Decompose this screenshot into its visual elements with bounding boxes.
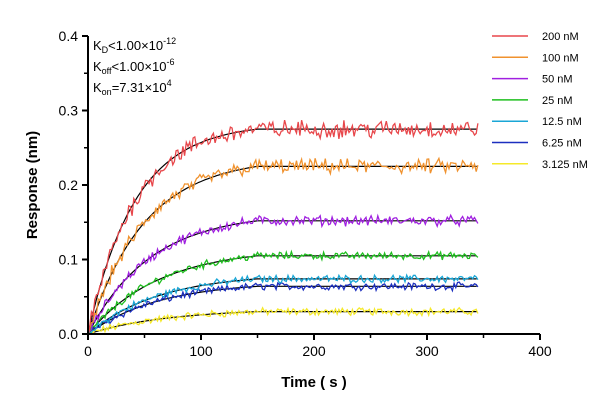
data-series [87, 119, 479, 335]
series-line-200-nm [87, 119, 479, 335]
y-tick-label: 0.2 [59, 177, 79, 193]
series-line-3-125-nm [87, 306, 479, 335]
y-axis-title: Response (nm) [24, 131, 41, 239]
series-line-6-25-nm [87, 281, 479, 335]
y-axis-ticks: 0.0 0.1 0.2 0.3 0.4 [59, 28, 88, 342]
fit-curve [87, 278, 477, 335]
legend-label: 25 nM [542, 95, 573, 107]
kinetic-annotations: KD<1.00×10-12 Koff<1.00×10-6 Kon=7.31×10… [93, 36, 176, 97]
series-line-50-nm [87, 213, 479, 335]
koff-annotation: Koff<1.00×10-6 [93, 57, 174, 76]
legend: 200 nM 100 nM 50 nM 25 nM 12.5 nM 6.25 nM 3.12… [492, 31, 588, 171]
series-line-25-nm [87, 249, 479, 335]
legend-label: 3.125 nM [542, 159, 588, 171]
y-tick-label: 0.0 [59, 326, 79, 342]
fit-curve [87, 165, 477, 335]
x-tick-label: 300 [415, 343, 439, 359]
fit-curve [87, 220, 477, 335]
y-tick-label: 0.1 [59, 252, 79, 268]
legend-label: 50 nM [542, 74, 573, 86]
x-tick-label: 400 [528, 343, 552, 359]
series-line-100-nm [87, 156, 479, 335]
x-axis-ticks: 0 100 200 300 400 [84, 334, 552, 359]
legend-label: 100 nM [542, 52, 579, 64]
y-tick-label: 0.3 [59, 103, 79, 119]
fit-curve [87, 311, 477, 335]
kon-annotation: Kon=7.31×104 [93, 78, 172, 97]
kd-annotation: KD<1.00×10-12 [93, 36, 176, 55]
plot-area [87, 119, 479, 335]
x-tick-label: 100 [189, 343, 213, 359]
legend-label: 12.5 nM [542, 116, 582, 128]
fit-curve [87, 255, 477, 335]
legend-label: 6.25 nM [542, 138, 582, 150]
x-tick-label: 0 [84, 343, 92, 359]
legend-label: 200 nM [542, 31, 579, 43]
x-axis-title: Time ( s ) [281, 374, 347, 391]
series-line-12-5-nm [87, 273, 479, 335]
x-tick-label: 200 [302, 343, 326, 359]
y-tick-label: 0.4 [59, 28, 79, 44]
